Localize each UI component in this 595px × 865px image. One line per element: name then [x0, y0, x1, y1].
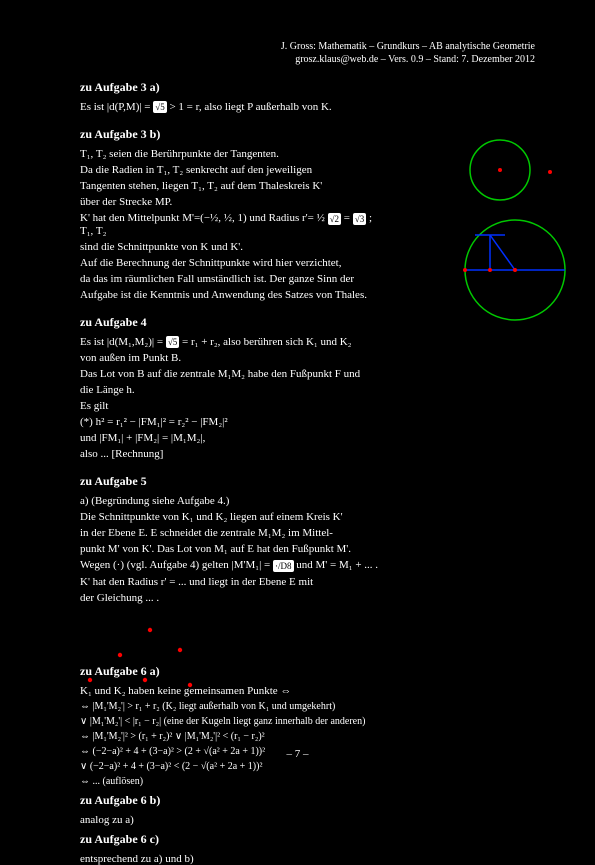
q4-l8: also ... [Rechnung]	[80, 448, 535, 460]
q3b-l2: T₁, T₂ seien die Berührpunkte der Tangen…	[80, 148, 380, 160]
q6-l4: ⇔ |M₁'M₂'|² > (r₁ + r₂)² ∨ |M₁'M₂'|² < (…	[80, 731, 535, 742]
q3b-l6: K' hat den Mittelpunkt M'=(−½, ½, 1) und…	[80, 212, 380, 236]
q4-l1: Es ist |d(M₁,M₂)| = √5 = r₁ + r₂, also b…	[80, 336, 535, 348]
q5-l1: a) (Begründung siehe Aufgabe 4.)	[80, 495, 535, 507]
page-number: – 7 –	[0, 748, 595, 760]
diagram1-point-dot	[548, 170, 552, 174]
diagram2-dot-foot	[488, 268, 492, 272]
header-line1: J. Gross: Mathematik – Grundkurs – AB an…	[80, 40, 535, 53]
q5-l7: der Gleichung ... .	[80, 592, 535, 604]
q5-l6: K' hat den Radius r' = ... und liegt in …	[80, 576, 535, 588]
header-line2: grosz.klaus@web.de – Vers. 0.9 – Stand: …	[80, 53, 535, 66]
q6-l8: analog zu a)	[80, 814, 535, 826]
diagram2-radius1	[490, 235, 515, 270]
q3b-l10: Aufgabe ist die Kenntnis und Anwendung d…	[80, 289, 380, 301]
q4-l7: und |FM₁| + |FM₂| = |M₁M₂|,	[80, 432, 535, 444]
diagram3-dot	[118, 653, 122, 657]
q6-l3: ∨ |M₁'M₂'| < |r₁ − r₂| (eine der Kugeln …	[80, 716, 535, 727]
q3b-l7: sind die Schnittpunkte von K und K'.	[80, 241, 380, 253]
q6-l6: ∨ (−2−a)² + 4 + (3−a)² < (2 − √(a² + 2a …	[80, 761, 535, 772]
q5-l4: punkt M' von K'. Das Lot von M₁ auf E ha…	[80, 543, 535, 555]
diagram3-dot	[178, 648, 182, 652]
header: J. Gross: Mathematik – Grundkurs – AB an…	[80, 40, 535, 66]
q3b-l8: Auf die Berechnung der Schnittpunkte wir…	[80, 257, 380, 269]
q6-l9: entsprechend zu a) und b)	[80, 853, 535, 865]
q5-l2: Die Schnittpunkte von K₁ und K₂ liegen a…	[80, 511, 535, 523]
q3b-l3: Da die Radien in T₁, T₂ senkrecht auf de…	[80, 164, 380, 176]
q4-sqrt5: √5	[166, 336, 179, 348]
q4-l4: die Länge h.	[80, 384, 535, 396]
q6-l2: ⇔ |M₁'M₂'| > r₁ + r₂ (K₂ liegt außerhalb…	[80, 701, 535, 712]
q5-l5: Wegen (·) (vgl. Aufgabe 4) gelten |M'M₁|…	[80, 559, 535, 571]
q3b-l9: da das im räumlichen Fall umständlich is…	[80, 273, 380, 285]
diagram1-center-dot	[498, 168, 502, 172]
q4-l5: Es gilt	[80, 400, 535, 412]
q3b-l5: über der Strecke MP.	[80, 196, 380, 208]
q4-l6: (*) h² = r₁² − |FM₁|² = r₂² − |FM₂|²	[80, 416, 535, 428]
q3a-l1: Es ist |d(P,M)| = √5 > 1 = r, also liegt…	[80, 101, 535, 113]
q3b-l4: Tangenten stehen, liegen T₁, T₂ auf dem …	[80, 180, 380, 192]
q5-title: zu Aufgabe 5	[80, 474, 535, 489]
diagram3-dot	[188, 683, 192, 687]
diagram3-dot	[88, 678, 92, 682]
diagram3	[80, 620, 220, 700]
sqrt2-box: √2	[328, 213, 341, 225]
diagram1	[455, 130, 575, 210]
diagram3-dot	[143, 678, 147, 682]
sqrt5-box: √5	[153, 101, 166, 113]
q4-l3: Das Lot von B auf die zentrale M₁M₂ habe…	[80, 368, 535, 380]
diagram2-dot-center	[513, 268, 517, 272]
q6-l7: ⇔ ... (auflösen)	[80, 776, 535, 787]
diagram3-dot	[148, 628, 152, 632]
q4-l2: von außen im Punkt B.	[80, 352, 535, 364]
diagram2-dot-left	[463, 268, 467, 272]
q3a-title: zu Aufgabe 3 a)	[80, 80, 535, 95]
q6c-title: zu Aufgabe 6 c)	[80, 832, 535, 847]
q5-l3: in der Ebene E. E schneidet die zentrale…	[80, 527, 535, 539]
q5-frac: ·/D8	[273, 560, 294, 572]
diagram2	[455, 215, 585, 325]
q6b-title: zu Aufgabe 6 b)	[80, 793, 535, 808]
sqrt3-box: √3	[353, 213, 366, 225]
